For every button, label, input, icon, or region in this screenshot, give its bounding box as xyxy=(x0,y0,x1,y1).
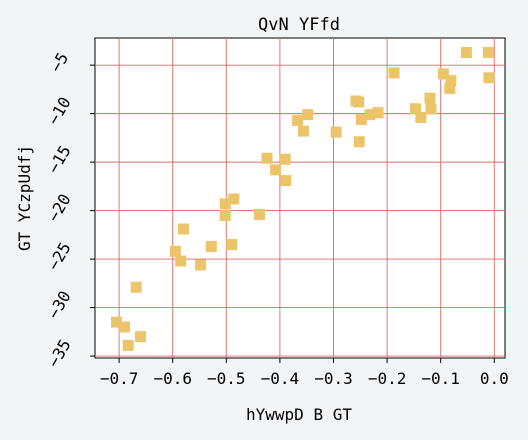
data-point xyxy=(169,245,181,257)
data-point xyxy=(254,208,266,220)
y-tick-label: −30 xyxy=(44,288,75,323)
chart-title: QvN YFfd xyxy=(258,15,340,35)
data-point xyxy=(219,198,231,210)
data-point xyxy=(483,72,495,84)
data-point xyxy=(415,112,427,124)
x-tick-label: −0.1 xyxy=(421,369,460,388)
y-axis-label: GT YCzpUdfj xyxy=(15,145,34,251)
data-point xyxy=(460,47,472,59)
x-axis-ticks: −0.7 −0.6 −0.5 −0.4 −0.3 −0.2 −0.1 0.0 xyxy=(100,358,509,388)
data-point xyxy=(424,92,436,104)
data-point xyxy=(219,209,231,221)
data-point xyxy=(270,164,282,176)
data-point xyxy=(279,153,291,165)
data-point xyxy=(372,107,384,119)
data-point xyxy=(444,82,456,94)
data-point xyxy=(302,109,314,121)
x-tick-label: −0.6 xyxy=(153,369,192,388)
y-tick-label: −25 xyxy=(44,239,75,274)
x-tick-label: −0.2 xyxy=(368,369,407,388)
data-point xyxy=(297,125,309,137)
data-point xyxy=(280,175,292,187)
data-point xyxy=(409,103,421,115)
y-tick-label: −20 xyxy=(44,191,75,226)
y-tick-label: −10 xyxy=(44,94,75,129)
data-point xyxy=(353,96,365,108)
data-point xyxy=(261,152,273,164)
grid xyxy=(95,38,505,358)
data-point xyxy=(482,47,494,59)
y-tick-label: −15 xyxy=(44,142,75,177)
data-point xyxy=(118,321,130,333)
x-tick-label: −0.5 xyxy=(207,369,246,388)
data-point xyxy=(388,67,400,79)
y-axis-ticks: −35 −30 −25 −20 −15 −10 −5 xyxy=(44,49,95,371)
data-point xyxy=(226,239,238,251)
data-point xyxy=(110,316,122,328)
data-point xyxy=(122,339,134,351)
data-point xyxy=(195,259,207,271)
x-tick-label: −0.3 xyxy=(314,369,353,388)
data-point xyxy=(425,103,437,115)
data-point xyxy=(292,114,304,126)
data-point xyxy=(177,223,189,235)
data-point xyxy=(228,193,240,205)
x-tick-label: −0.4 xyxy=(261,369,300,388)
plot-area xyxy=(94,37,506,359)
data-point xyxy=(364,109,376,121)
data-points xyxy=(110,47,495,351)
x-tick-label: 0.0 xyxy=(480,369,509,388)
data-point xyxy=(135,331,147,343)
x-axis-label: hYwwpD B GT xyxy=(246,405,352,424)
y-tick-label: −5 xyxy=(46,49,72,75)
data-point xyxy=(353,136,365,148)
data-point xyxy=(175,255,187,267)
y-tick-label: −35 xyxy=(44,336,75,371)
data-point xyxy=(130,281,142,293)
data-point xyxy=(445,75,457,87)
data-point xyxy=(437,68,449,80)
data-point xyxy=(205,240,217,252)
x-tick-label: −0.7 xyxy=(100,369,139,388)
data-point xyxy=(355,113,367,125)
data-point xyxy=(330,126,342,138)
